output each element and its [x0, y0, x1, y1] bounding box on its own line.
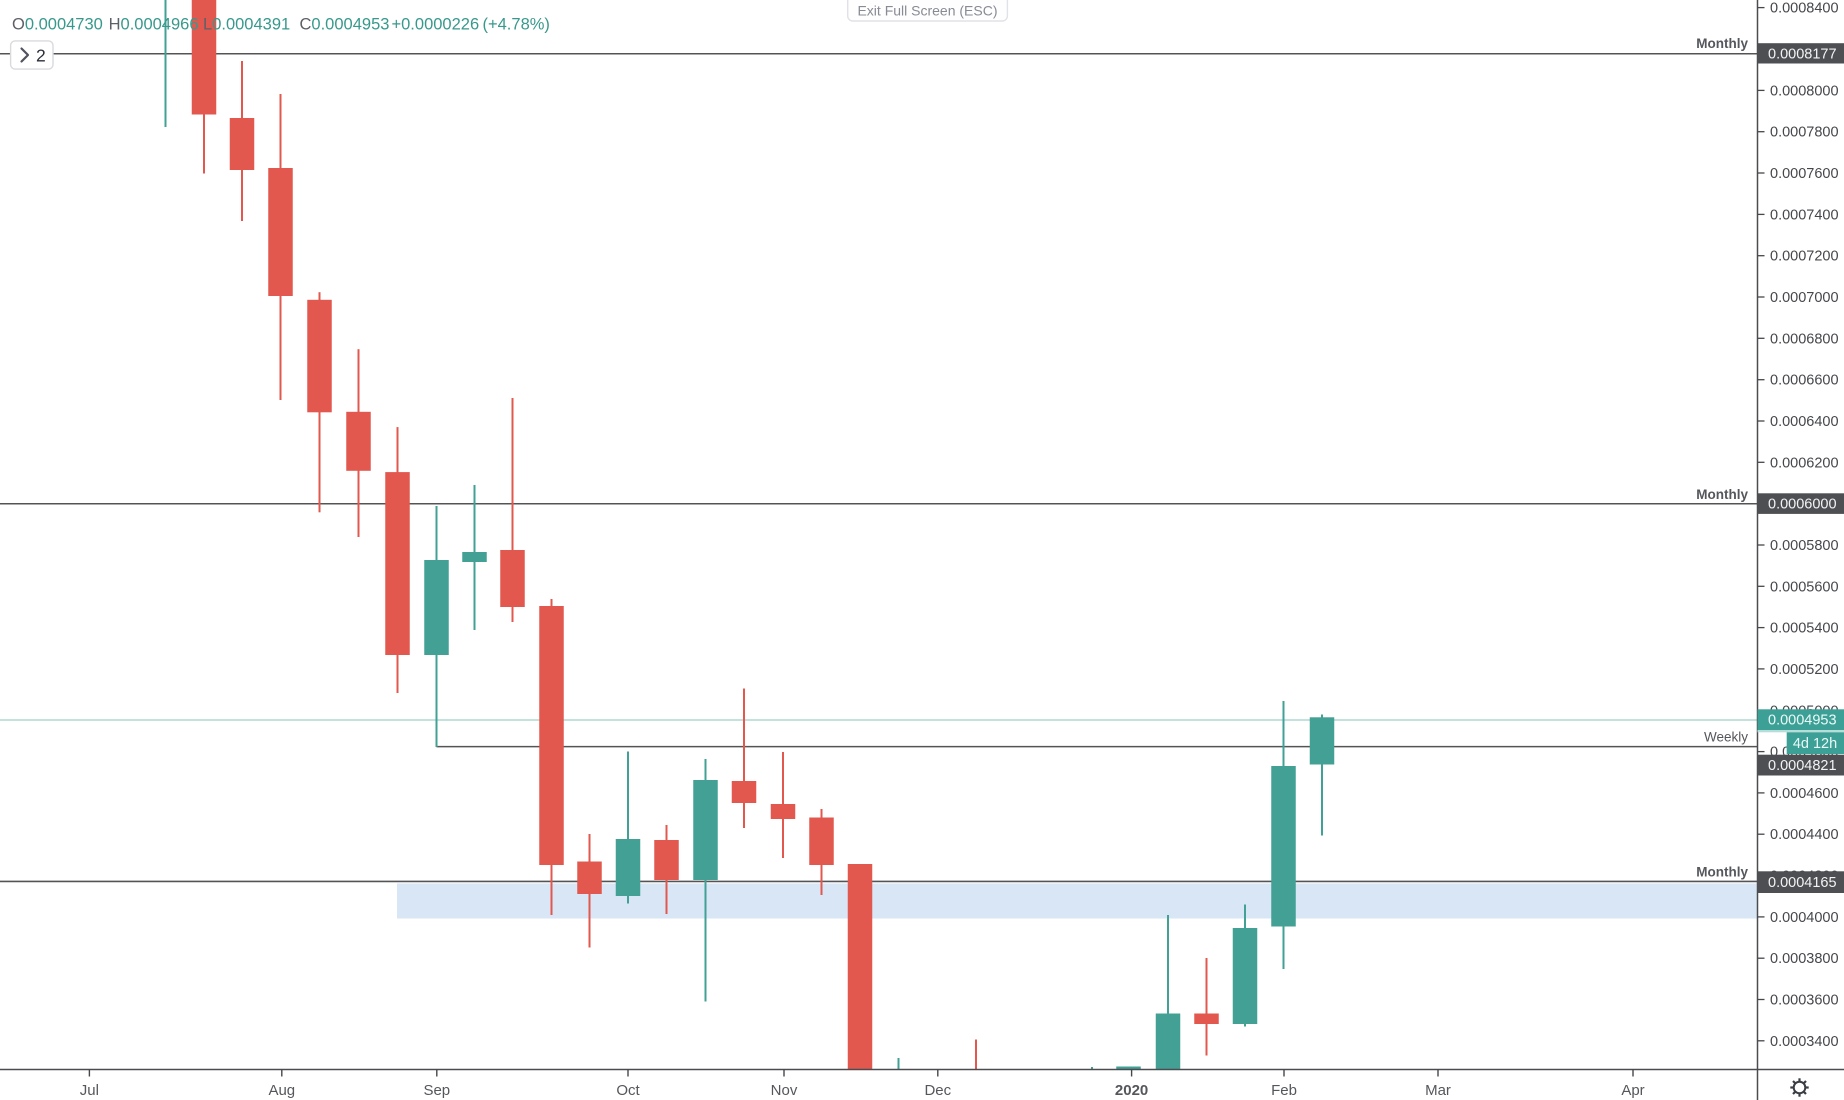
svg-text:Dec: Dec: [924, 1082, 951, 1099]
svg-text:2: 2: [36, 46, 46, 66]
svg-text:0.0003800: 0.0003800: [1770, 951, 1839, 967]
svg-text:0.0004600: 0.0004600: [1770, 786, 1839, 802]
svg-text:Mar: Mar: [1425, 1082, 1451, 1099]
svg-text:0.0005200: 0.0005200: [1770, 662, 1839, 678]
svg-text:0.0004953: 0.0004953: [1768, 713, 1837, 729]
svg-text:0.0005400: 0.0005400: [1770, 621, 1839, 637]
svg-text:0.0008400: 0.0008400: [1770, 1, 1839, 17]
svg-text:0.0007000: 0.0007000: [1770, 290, 1839, 306]
svg-text:0.0006800: 0.0006800: [1770, 331, 1839, 347]
svg-text:0.0007800: 0.0007800: [1770, 125, 1839, 141]
svg-text:Jul: Jul: [80, 1082, 99, 1099]
svg-text:0.0008000: 0.0008000: [1770, 83, 1839, 99]
svg-text:Exit Full Screen (ESC): Exit Full Screen (ESC): [857, 3, 997, 19]
svg-text:0.0006000: 0.0006000: [1768, 497, 1837, 513]
svg-text:Sep: Sep: [423, 1082, 450, 1099]
svg-text:0.0007200: 0.0007200: [1770, 249, 1839, 265]
svg-text:0.0003400: 0.0003400: [1770, 1034, 1839, 1050]
svg-text:0.0004821: 0.0004821: [1768, 758, 1837, 774]
svg-text:Apr: Apr: [1621, 1082, 1644, 1099]
svg-text:Monthly: Monthly: [1696, 865, 1748, 880]
svg-text:0.0004400: 0.0004400: [1770, 827, 1839, 843]
svg-text:0.0008177: 0.0008177: [1768, 46, 1837, 62]
svg-text:0.0005800: 0.0005800: [1770, 538, 1839, 554]
svg-text:Aug: Aug: [268, 1082, 295, 1099]
svg-text:Monthly: Monthly: [1696, 487, 1748, 502]
svg-text:2020: 2020: [1115, 1082, 1148, 1099]
svg-text:0.0006200: 0.0006200: [1770, 455, 1839, 471]
svg-text:0.0005600: 0.0005600: [1770, 579, 1839, 595]
svg-text:Oct: Oct: [616, 1082, 640, 1099]
svg-text:0.0006400: 0.0006400: [1770, 414, 1839, 430]
svg-text:Weekly: Weekly: [1704, 730, 1748, 745]
svg-text:0.0004000: 0.0004000: [1770, 910, 1839, 926]
svg-text:Feb: Feb: [1271, 1082, 1297, 1099]
svg-text:Monthly: Monthly: [1696, 36, 1748, 51]
svg-text:0.0003600: 0.0003600: [1770, 993, 1839, 1009]
svg-text:Nov: Nov: [771, 1082, 798, 1099]
svg-text:0.0004165: 0.0004165: [1768, 875, 1837, 891]
svg-text:4d 12h: 4d 12h: [1793, 736, 1837, 752]
svg-text:0.0007600: 0.0007600: [1770, 166, 1839, 182]
svg-text:0.0006600: 0.0006600: [1770, 373, 1839, 389]
svg-text:0.0007400: 0.0007400: [1770, 207, 1839, 223]
